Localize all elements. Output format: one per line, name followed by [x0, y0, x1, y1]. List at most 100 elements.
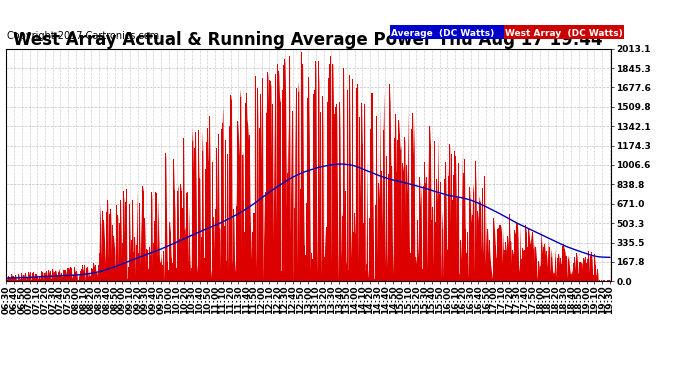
- Bar: [596, 276, 597, 281]
- Bar: [520, 274, 521, 281]
- Bar: [546, 267, 548, 281]
- Bar: [444, 267, 446, 281]
- Bar: [230, 94, 231, 281]
- Bar: [235, 273, 236, 281]
- Bar: [111, 259, 112, 281]
- Bar: [163, 251, 164, 281]
- Bar: [508, 247, 509, 281]
- Bar: [185, 226, 186, 281]
- Bar: [352, 79, 353, 281]
- Bar: [386, 249, 387, 281]
- Bar: [64, 270, 65, 281]
- Bar: [562, 246, 563, 281]
- Bar: [27, 277, 28, 281]
- Bar: [461, 260, 462, 281]
- Bar: [332, 63, 333, 281]
- Bar: [598, 280, 599, 281]
- Bar: [561, 264, 562, 281]
- Bar: [405, 224, 406, 281]
- Text: Average  (DC Watts): Average (DC Watts): [391, 29, 495, 38]
- Bar: [231, 100, 232, 281]
- Bar: [134, 268, 135, 281]
- Bar: [451, 154, 452, 281]
- Bar: [77, 280, 78, 281]
- Bar: [417, 248, 418, 281]
- Bar: [73, 275, 74, 281]
- Bar: [155, 192, 156, 281]
- Bar: [98, 266, 99, 281]
- Bar: [387, 279, 388, 281]
- Bar: [52, 269, 53, 281]
- Bar: [485, 266, 486, 281]
- Bar: [78, 280, 79, 281]
- Bar: [397, 140, 398, 281]
- Bar: [199, 178, 200, 281]
- Bar: [471, 222, 472, 281]
- Bar: [37, 277, 38, 281]
- Bar: [523, 251, 524, 281]
- Bar: [273, 241, 274, 281]
- Bar: [466, 253, 467, 281]
- Bar: [41, 274, 42, 281]
- Bar: [183, 138, 184, 281]
- Bar: [553, 274, 554, 281]
- Bar: [275, 74, 276, 281]
- Bar: [15, 275, 16, 281]
- Bar: [503, 229, 504, 281]
- Bar: [369, 217, 370, 281]
- Bar: [399, 134, 400, 281]
- Bar: [588, 251, 589, 281]
- Bar: [138, 253, 139, 281]
- Bar: [290, 116, 291, 281]
- Bar: [396, 172, 397, 281]
- Bar: [379, 199, 380, 281]
- Bar: [156, 194, 157, 281]
- Bar: [552, 271, 553, 281]
- Bar: [419, 177, 420, 281]
- Bar: [329, 64, 330, 281]
- Bar: [212, 162, 213, 281]
- Bar: [526, 263, 527, 281]
- Bar: [430, 145, 431, 281]
- Bar: [110, 209, 111, 281]
- Bar: [358, 264, 359, 281]
- Bar: [372, 93, 373, 281]
- Bar: [68, 267, 70, 281]
- Bar: [323, 269, 324, 281]
- Bar: [226, 261, 227, 281]
- Bar: [204, 258, 205, 281]
- Bar: [127, 278, 128, 281]
- Bar: [374, 279, 375, 281]
- Bar: [58, 272, 59, 281]
- Bar: [509, 214, 510, 281]
- Bar: [106, 206, 107, 281]
- Bar: [415, 256, 416, 281]
- Bar: [71, 268, 72, 281]
- Bar: [393, 146, 395, 281]
- Bar: [191, 268, 192, 281]
- Bar: [141, 270, 142, 281]
- Bar: [581, 263, 582, 281]
- Bar: [112, 270, 113, 281]
- Bar: [448, 156, 449, 281]
- Bar: [49, 274, 50, 281]
- Bar: [432, 207, 433, 281]
- Bar: [392, 247, 393, 281]
- Bar: [11, 274, 12, 281]
- Bar: [237, 120, 238, 281]
- Bar: [480, 203, 481, 281]
- Bar: [56, 274, 57, 281]
- Bar: [103, 274, 104, 281]
- Bar: [301, 52, 302, 281]
- Bar: [129, 204, 130, 281]
- Bar: [346, 267, 347, 281]
- Bar: [61, 278, 62, 281]
- Bar: [313, 94, 314, 281]
- Bar: [555, 266, 556, 281]
- Bar: [60, 275, 61, 281]
- Text: West Array  (DC Watts): West Array (DC Watts): [505, 29, 623, 38]
- Bar: [443, 279, 444, 281]
- Bar: [507, 236, 508, 281]
- Bar: [560, 258, 561, 281]
- Bar: [359, 167, 360, 281]
